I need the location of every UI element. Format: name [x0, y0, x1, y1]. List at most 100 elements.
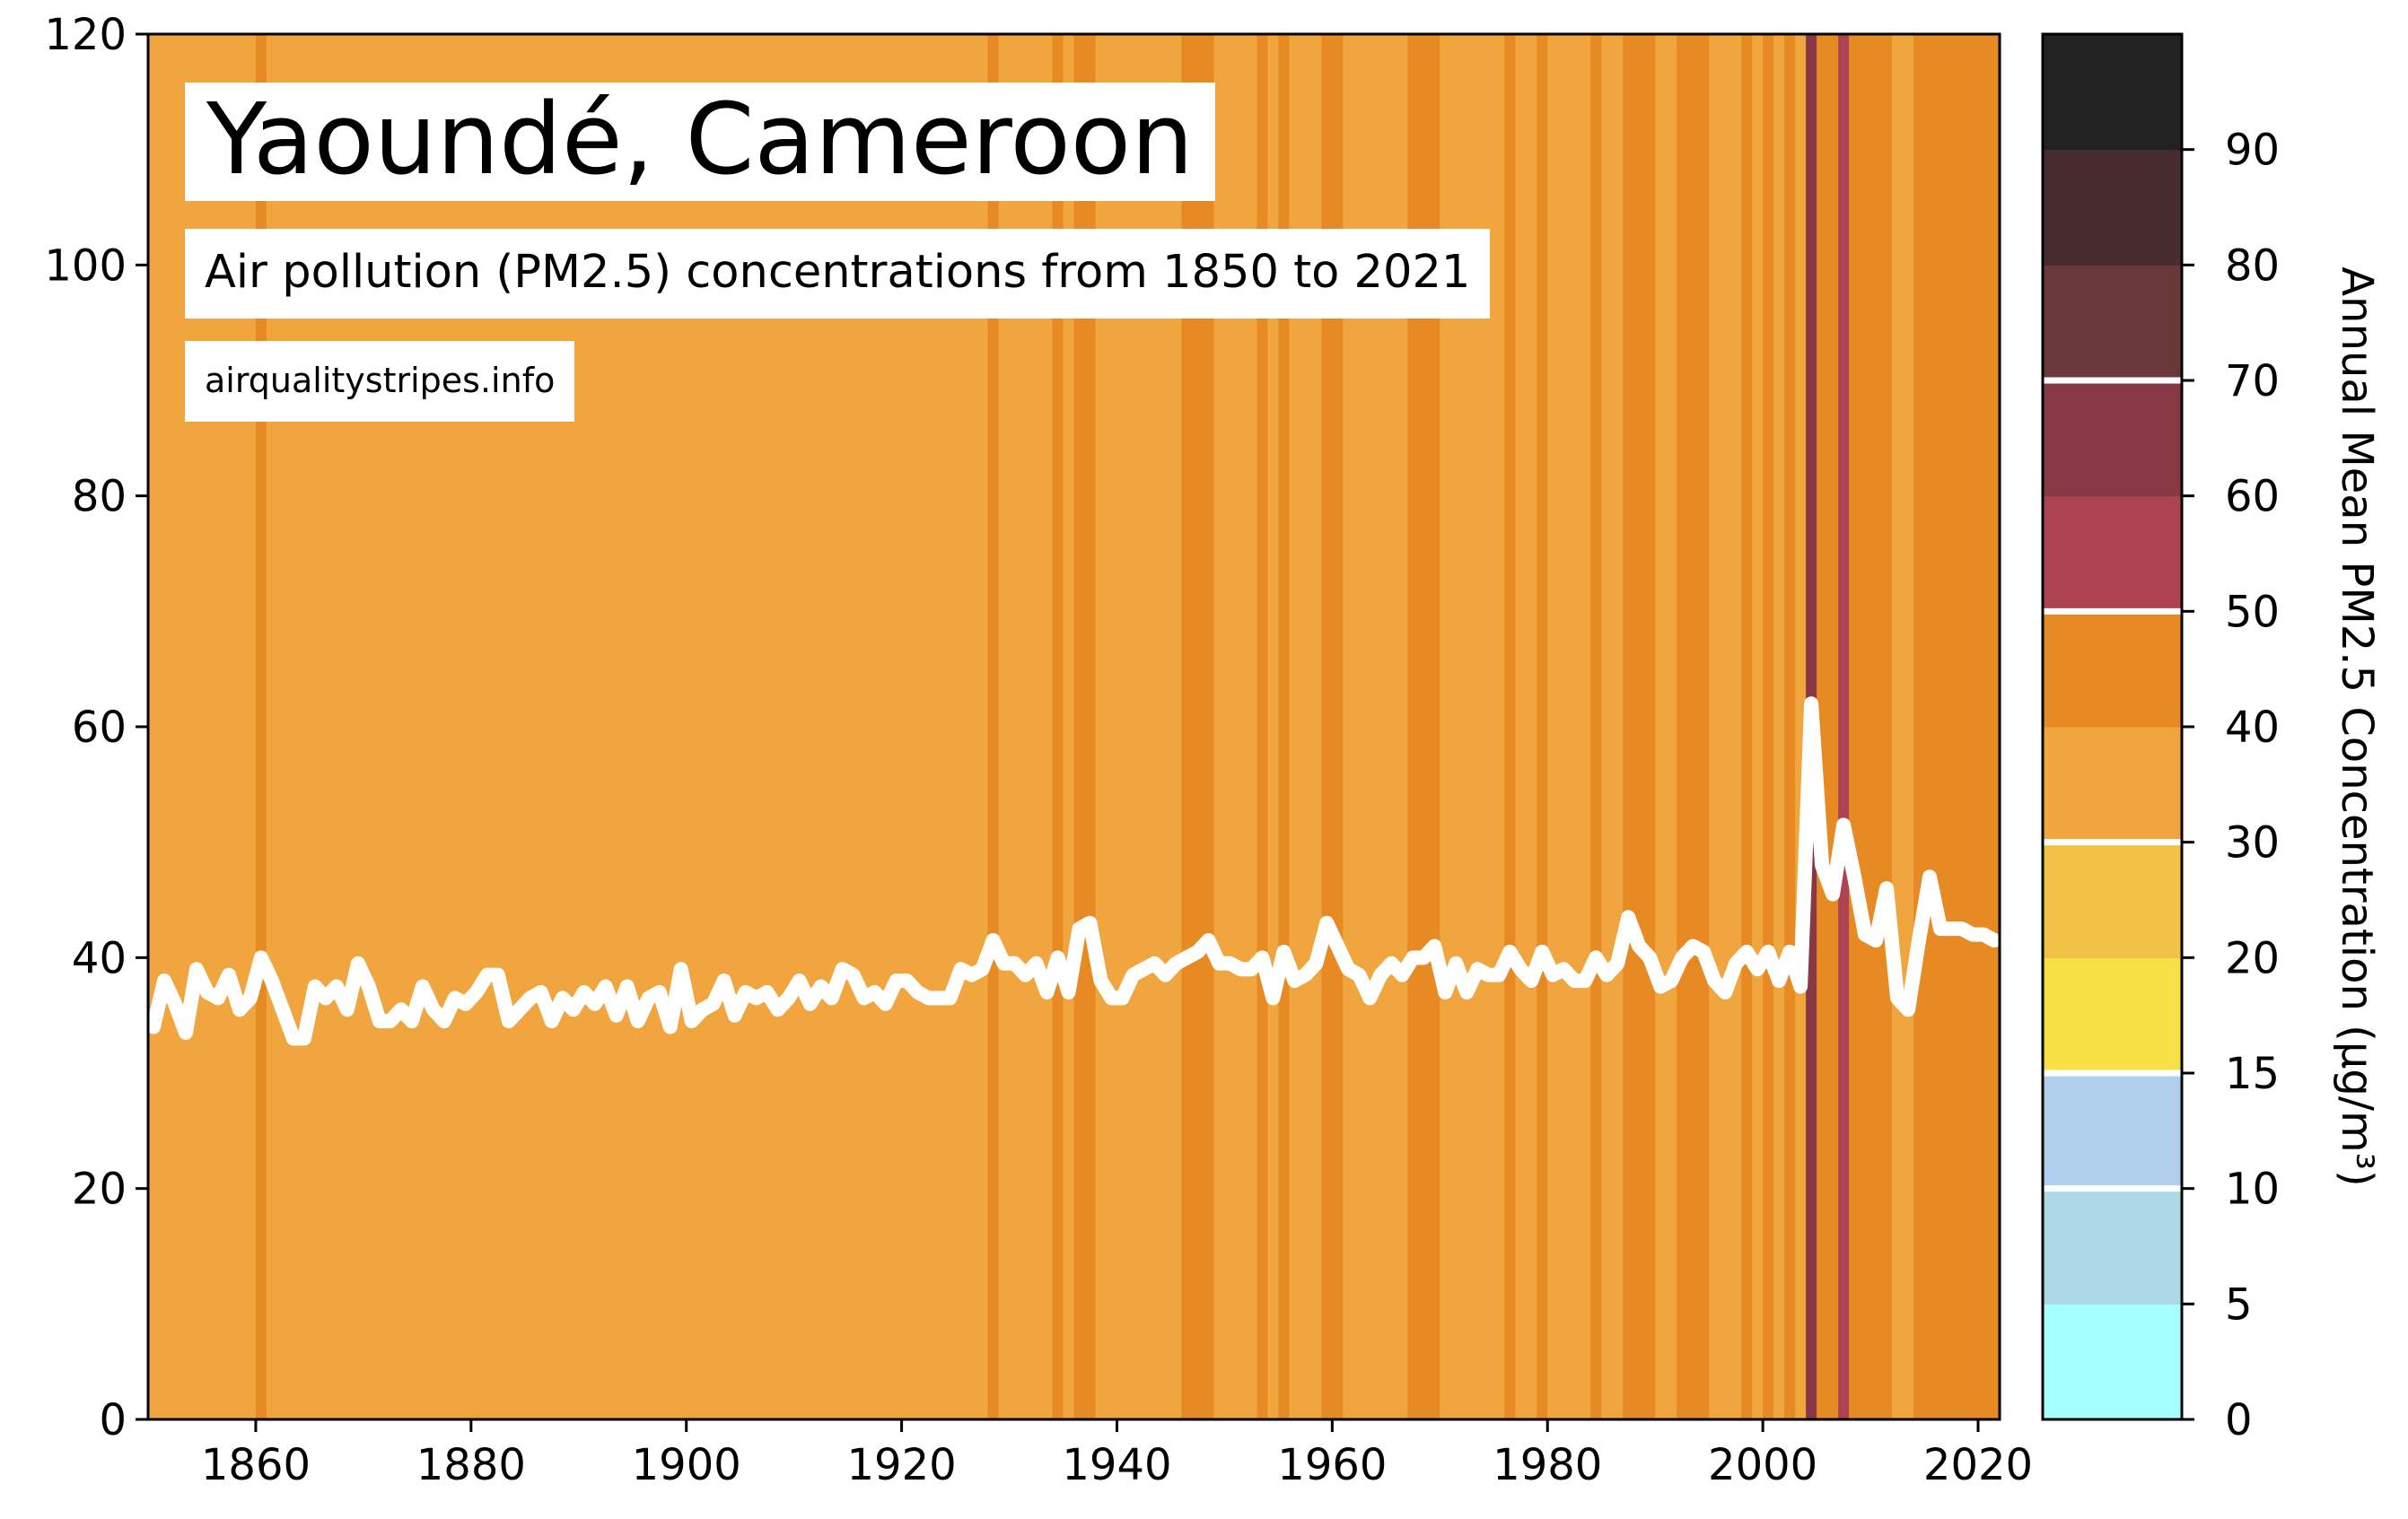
stripe-1924 — [944, 34, 957, 1419]
stripe-1850 — [148, 34, 160, 1419]
stripe-1920 — [901, 34, 914, 1419]
stripe-1942 — [1138, 34, 1151, 1419]
stripe-1940 — [1116, 34, 1129, 1419]
x-tick-label: 1980 — [1493, 1440, 1602, 1490]
stripe-1938 — [1095, 34, 1108, 1419]
stripe-1935 — [1063, 34, 1075, 1419]
y-tick-label: 120 — [44, 10, 127, 60]
colorbar: 0 5 10 15 20 30 40 50 60 70 80 90 — [2041, 32, 2280, 1445]
colorbar-bin — [2043, 727, 2182, 843]
x-tick-label: 2020 — [1923, 1440, 2033, 1490]
colorbar-bin — [2043, 957, 2182, 1074]
stripe-1962 — [1353, 34, 1365, 1419]
stripe-1943 — [1149, 34, 1161, 1419]
stripe-1974 — [1483, 34, 1494, 1419]
stripe-1953 — [1257, 34, 1268, 1419]
stripe-1968 — [1418, 34, 1430, 1419]
colorbar-bin — [2043, 149, 2182, 266]
stripe-2012 — [1892, 34, 1904, 1419]
stripe-1963 — [1364, 34, 1376, 1419]
stripe-1895 — [632, 34, 644, 1419]
y-axis: 0 20 40 60 80 100 120 — [44, 10, 148, 1445]
y-tick-label: 80 — [72, 472, 127, 522]
stripe-1890 — [578, 34, 591, 1419]
stripe-1982 — [1569, 34, 1581, 1419]
stripe-1950 — [1224, 34, 1237, 1419]
x-tick-label: 1920 — [847, 1440, 957, 1490]
stripe-1987 — [1623, 34, 1634, 1419]
stripe-2006 — [1827, 34, 1839, 1419]
stripe-1992 — [1677, 34, 1688, 1419]
stripe-1960 — [1332, 34, 1344, 1419]
stripe-1972 — [1461, 34, 1473, 1419]
colorbar-bin — [2043, 611, 2182, 728]
stripe-1961 — [1343, 34, 1354, 1419]
colorbar-bin — [2043, 34, 2182, 151]
x-axis: 1860 1880 1900 1920 1940 1960 1980 2000 2020 — [201, 1419, 2033, 1490]
colorbar-bin — [2043, 1073, 2182, 1190]
stripe-1929 — [998, 34, 1011, 1419]
stripe-1937 — [1084, 34, 1097, 1419]
stripe-1900 — [686, 34, 698, 1419]
colorbar-label: Annual Mean PM2.5 Concentration (µg/m³) — [2332, 266, 2382, 1187]
stripe-1918 — [880, 34, 892, 1419]
stripe-1899 — [675, 34, 687, 1419]
stripe-1952 — [1246, 34, 1258, 1419]
colorbar-bin — [2043, 842, 2182, 958]
stripe-1911 — [804, 34, 817, 1419]
stripe-1951 — [1235, 34, 1248, 1419]
stripe-2019 — [1967, 34, 1979, 1419]
y-tick-label: 60 — [72, 703, 127, 753]
colorbar-bin — [2043, 1188, 2182, 1305]
stripe-1993 — [1687, 34, 1699, 1419]
stripe-1930 — [1009, 34, 1021, 1419]
colorbar-bin — [2043, 495, 2182, 612]
stripe-1981 — [1558, 34, 1570, 1419]
stripe-2017 — [1946, 34, 1957, 1419]
stripe-1923 — [933, 34, 946, 1419]
stripe-2014 — [1913, 34, 1925, 1419]
stripe-2009 — [1860, 34, 1871, 1419]
x-tick-label: 2000 — [1708, 1440, 1817, 1490]
stripe-1970 — [1440, 34, 1451, 1419]
colorbar-tick-label: 10 — [2225, 1165, 2280, 1215]
stripe-1956 — [1289, 34, 1300, 1419]
stripe-1954 — [1267, 34, 1279, 1419]
stripe-1934 — [1052, 34, 1064, 1419]
stripe-1946 — [1181, 34, 1194, 1419]
stripe-1994 — [1698, 34, 1710, 1419]
stripe-1944 — [1160, 34, 1172, 1419]
stripe-1959 — [1321, 34, 1333, 1419]
stripe-1896 — [643, 34, 655, 1419]
stripe-1955 — [1278, 34, 1290, 1419]
stripe-2016 — [1935, 34, 1947, 1419]
stripe-1979 — [1537, 34, 1548, 1419]
colorbar-tick-label: 70 — [2225, 356, 2280, 406]
stripe-1985 — [1601, 34, 1613, 1419]
stripe-2010 — [1870, 34, 1882, 1419]
stripe-1906 — [750, 34, 763, 1419]
source-label: airqualitystripes.info — [185, 341, 575, 422]
stripe-2000 — [1763, 34, 1774, 1419]
colorbar-tick-label: 90 — [2225, 126, 2280, 176]
stripe-1916 — [858, 34, 871, 1419]
stripe-2003 — [1795, 34, 1807, 1419]
stripe-1931 — [1020, 34, 1032, 1419]
stripe-1975 — [1493, 34, 1505, 1419]
stripe-1957 — [1300, 34, 1311, 1419]
stripe-1910 — [793, 34, 806, 1419]
x-tick-label: 1880 — [416, 1440, 526, 1490]
stripe-1983 — [1580, 34, 1591, 1419]
stripe-1986 — [1612, 34, 1624, 1419]
stripe-1939 — [1106, 34, 1118, 1419]
stripe-1989 — [1644, 34, 1656, 1419]
stripe-1965 — [1386, 34, 1397, 1419]
stripe-2001 — [1773, 34, 1785, 1419]
stripe-1925 — [955, 34, 968, 1419]
stripe-1894 — [621, 34, 634, 1419]
stripe-1905 — [740, 34, 752, 1419]
stripe-2013 — [1903, 34, 1914, 1419]
x-tick-label: 1960 — [1277, 1440, 1387, 1490]
colorbar-tick-label: 0 — [2225, 1395, 2253, 1445]
stripe-1978 — [1526, 34, 1537, 1419]
